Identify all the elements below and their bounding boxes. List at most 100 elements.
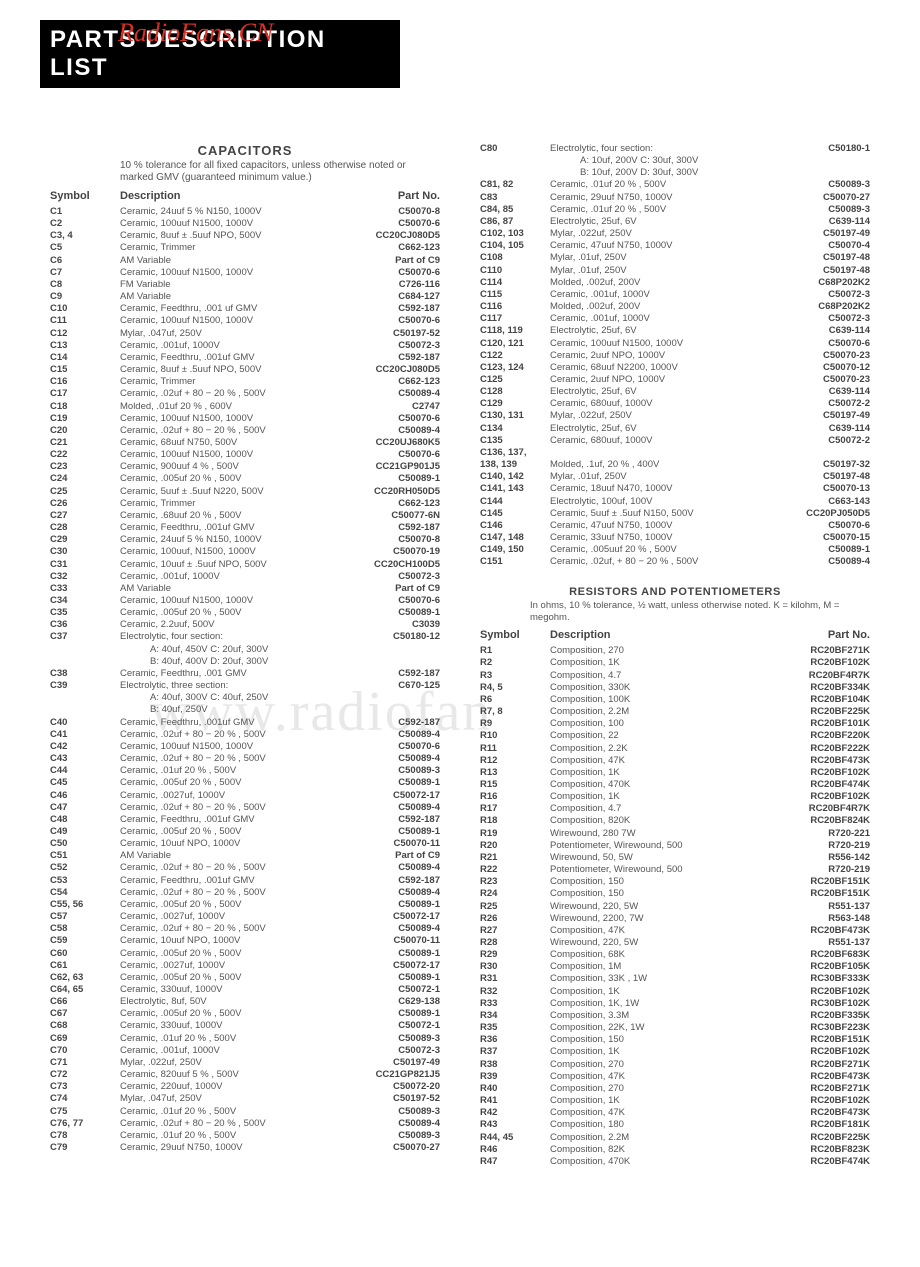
row-symbol: C44 <box>50 765 120 777</box>
row-symbol: C11 <box>50 315 120 327</box>
row-symbol: C75 <box>50 1106 120 1118</box>
table-row: A: 10uf, 200V C: 30uf, 300V <box>480 155 870 167</box>
row-symbol: C118, 119 <box>480 325 550 337</box>
row-description: Composition, 100 <box>550 718 780 730</box>
table-row: C67Ceramic, .005uf 20 % , 500VC50089-1 <box>50 1008 440 1020</box>
left-column: CAPACITORS 10 % tolerance for all fixed … <box>50 143 440 1168</box>
row-description: Ceramic, 100uuf N1500, 1000V <box>120 741 350 753</box>
row-symbol: R26 <box>480 913 550 925</box>
table-row: C28Ceramic, Feedthru, .001uf GMVC592-187 <box>50 522 440 534</box>
table-row: C24Ceramic, .005uf 20 % , 500VC50089-1 <box>50 473 440 485</box>
row-description: Ceramic, .005uuf 20 % , 500V <box>550 544 780 556</box>
row-partno: C50197-48 <box>780 471 870 483</box>
row-partno: RC30BF102K <box>780 998 870 1010</box>
row-symbol: R22 <box>480 864 550 876</box>
row-description: Electrolytic, 8uf, 50V <box>120 996 350 1008</box>
table-row: 138, 139Molded, .1uf, 20 % , 400VC50197-… <box>480 459 870 471</box>
row-partno: C50089-1 <box>350 1008 440 1020</box>
row-partno: RC20BF151K <box>780 1034 870 1046</box>
row-description: Composition, 180 <box>550 1119 780 1131</box>
row-symbol: R18 <box>480 815 550 827</box>
row-description: Ceramic, .005uf 20 % , 500V <box>120 972 350 984</box>
row-description: Ceramic, .02uf + 80 − 20 % , 500V <box>120 862 350 874</box>
row-partno: C50070-6 <box>780 338 870 350</box>
row-description: Composition, 1K, 1W <box>550 998 780 1010</box>
row-symbol: C120, 121 <box>480 338 550 350</box>
row-symbol: C110 <box>480 265 550 277</box>
table-row: R37Composition, 1KRC20BF102K <box>480 1046 870 1058</box>
row-description: Ceramic, .005uf 20 % , 500V <box>120 826 350 838</box>
row-symbol: R12 <box>480 755 550 767</box>
col-symbol: Symbol <box>480 629 550 641</box>
row-symbol: R11 <box>480 743 550 755</box>
row-description: Ceramic, .02uf + 80 − 20 % , 500V <box>120 1118 350 1130</box>
table-row: C64, 65Ceramic, 330uuf, 1000VC50072-1 <box>50 984 440 996</box>
table-row: C46Ceramic, .0027uf, 1000VC50072-17 <box>50 790 440 802</box>
table-row: R31Composition, 33K , 1WRC30BF333K <box>480 973 870 985</box>
table-row: C40Ceramic, Feedthru, .001uf GMVC592-187 <box>50 717 440 729</box>
table-row: C79Ceramic, 29uuf N750, 1000VC50070-27 <box>50 1142 440 1154</box>
row-partno: R551-137 <box>780 901 870 913</box>
row-description: Ceramic, .001uf, 1000V <box>550 313 780 325</box>
row-description: Ceramic, 900uuf 4 % , 500V <box>120 461 350 473</box>
table-row: C33AM VariablePart of C9 <box>50 583 440 595</box>
row-partno: C662-123 <box>350 376 440 388</box>
row-symbol: R43 <box>480 1119 550 1131</box>
row-partno: C50180-12 <box>350 631 440 643</box>
row-symbol: C42 <box>50 741 120 753</box>
table-row: R47Composition, 470KRC20BF474K <box>480 1156 870 1168</box>
table-row: R46Composition, 82KRC20BF823K <box>480 1144 870 1156</box>
table-row: C51AM VariablePart of C9 <box>50 850 440 862</box>
row-symbol: C9 <box>50 291 120 303</box>
row-partno: C639-114 <box>780 423 870 435</box>
table-row: C102, 103Mylar, .022uf, 250VC50197-49 <box>480 228 870 240</box>
row-description: Composition, 1K <box>550 1046 780 1058</box>
row-description: Composition, 150 <box>550 876 780 888</box>
row-description: Ceramic, Feedthru, .001 uf GMV <box>120 303 350 315</box>
row-symbol: C29 <box>50 534 120 546</box>
row-symbol: C57 <box>50 911 120 923</box>
row-partno: CC20PJ050D5 <box>780 508 870 520</box>
row-partno: RC20BF102K <box>780 1046 870 1058</box>
row-symbol: C134 <box>480 423 550 435</box>
row-partno: C639-114 <box>780 216 870 228</box>
row-symbol: C149, 150 <box>480 544 550 556</box>
row-partno: C50070-15 <box>780 532 870 544</box>
row-symbol: C22 <box>50 449 120 461</box>
row-description: B: 10uf, 200V D: 30uf, 300V <box>550 167 780 179</box>
table-row: C18Molded, .01uf 20 % , 600VC2747 <box>50 401 440 413</box>
row-description: Composition, 47K <box>550 755 780 767</box>
row-description: Ceramic, .02uf + 80 − 20 % , 500V <box>120 923 350 935</box>
row-partno: C50070-27 <box>780 192 870 204</box>
row-partno: RC20BF101K <box>780 718 870 730</box>
table-row: C74Mylar, .047uf, 250VC50197-52 <box>50 1093 440 1105</box>
table-row: C62, 63Ceramic, .005uf 20 % , 500VC50089… <box>50 972 440 984</box>
row-symbol: C67 <box>50 1008 120 1020</box>
row-description: Composition, 22 <box>550 730 780 742</box>
row-description: Electrolytic, 25uf, 6V <box>550 216 780 228</box>
table-row: C135Ceramic, 680uuf, 1000VC50072-2 <box>480 435 870 447</box>
row-symbol: C84, 85 <box>480 204 550 216</box>
table-row: C8FM VariableC726-116 <box>50 279 440 291</box>
row-partno: C50197-48 <box>780 252 870 264</box>
row-description: Ceramic, 100uuf N1500, 1000V <box>120 413 350 425</box>
table-row: C14Ceramic, Feedthru, .001uf GMVC592-187 <box>50 352 440 364</box>
row-description: Composition, 82K <box>550 1144 780 1156</box>
row-description: Composition, 150 <box>550 888 780 900</box>
row-partno: C50089-4 <box>350 729 440 741</box>
row-symbol: C54 <box>50 887 120 899</box>
row-partno: RC20BF151K <box>780 876 870 888</box>
row-partno: C50089-4 <box>350 887 440 899</box>
table-row: C41Ceramic, .02uf + 80 − 20 % , 500VC500… <box>50 729 440 741</box>
table-row: C117Ceramic, .001uf, 1000VC50072-3 <box>480 313 870 325</box>
row-symbol: C74 <box>50 1093 120 1105</box>
table-row: C146Ceramic, 47uuf N750, 1000VC50070-6 <box>480 520 870 532</box>
row-partno: Part of C9 <box>350 255 440 267</box>
row-description: Composition, 1K <box>550 791 780 803</box>
row-partno: CC21GP901J5 <box>350 461 440 473</box>
row-partno: C50197-49 <box>780 410 870 422</box>
row-description: A: 40uf, 450V C: 20uf, 300V <box>120 644 350 656</box>
row-symbol: C27 <box>50 510 120 522</box>
table-row: R44, 45Composition, 2.2MRC20BF225K <box>480 1132 870 1144</box>
row-description: Composition, 1K <box>550 1095 780 1107</box>
